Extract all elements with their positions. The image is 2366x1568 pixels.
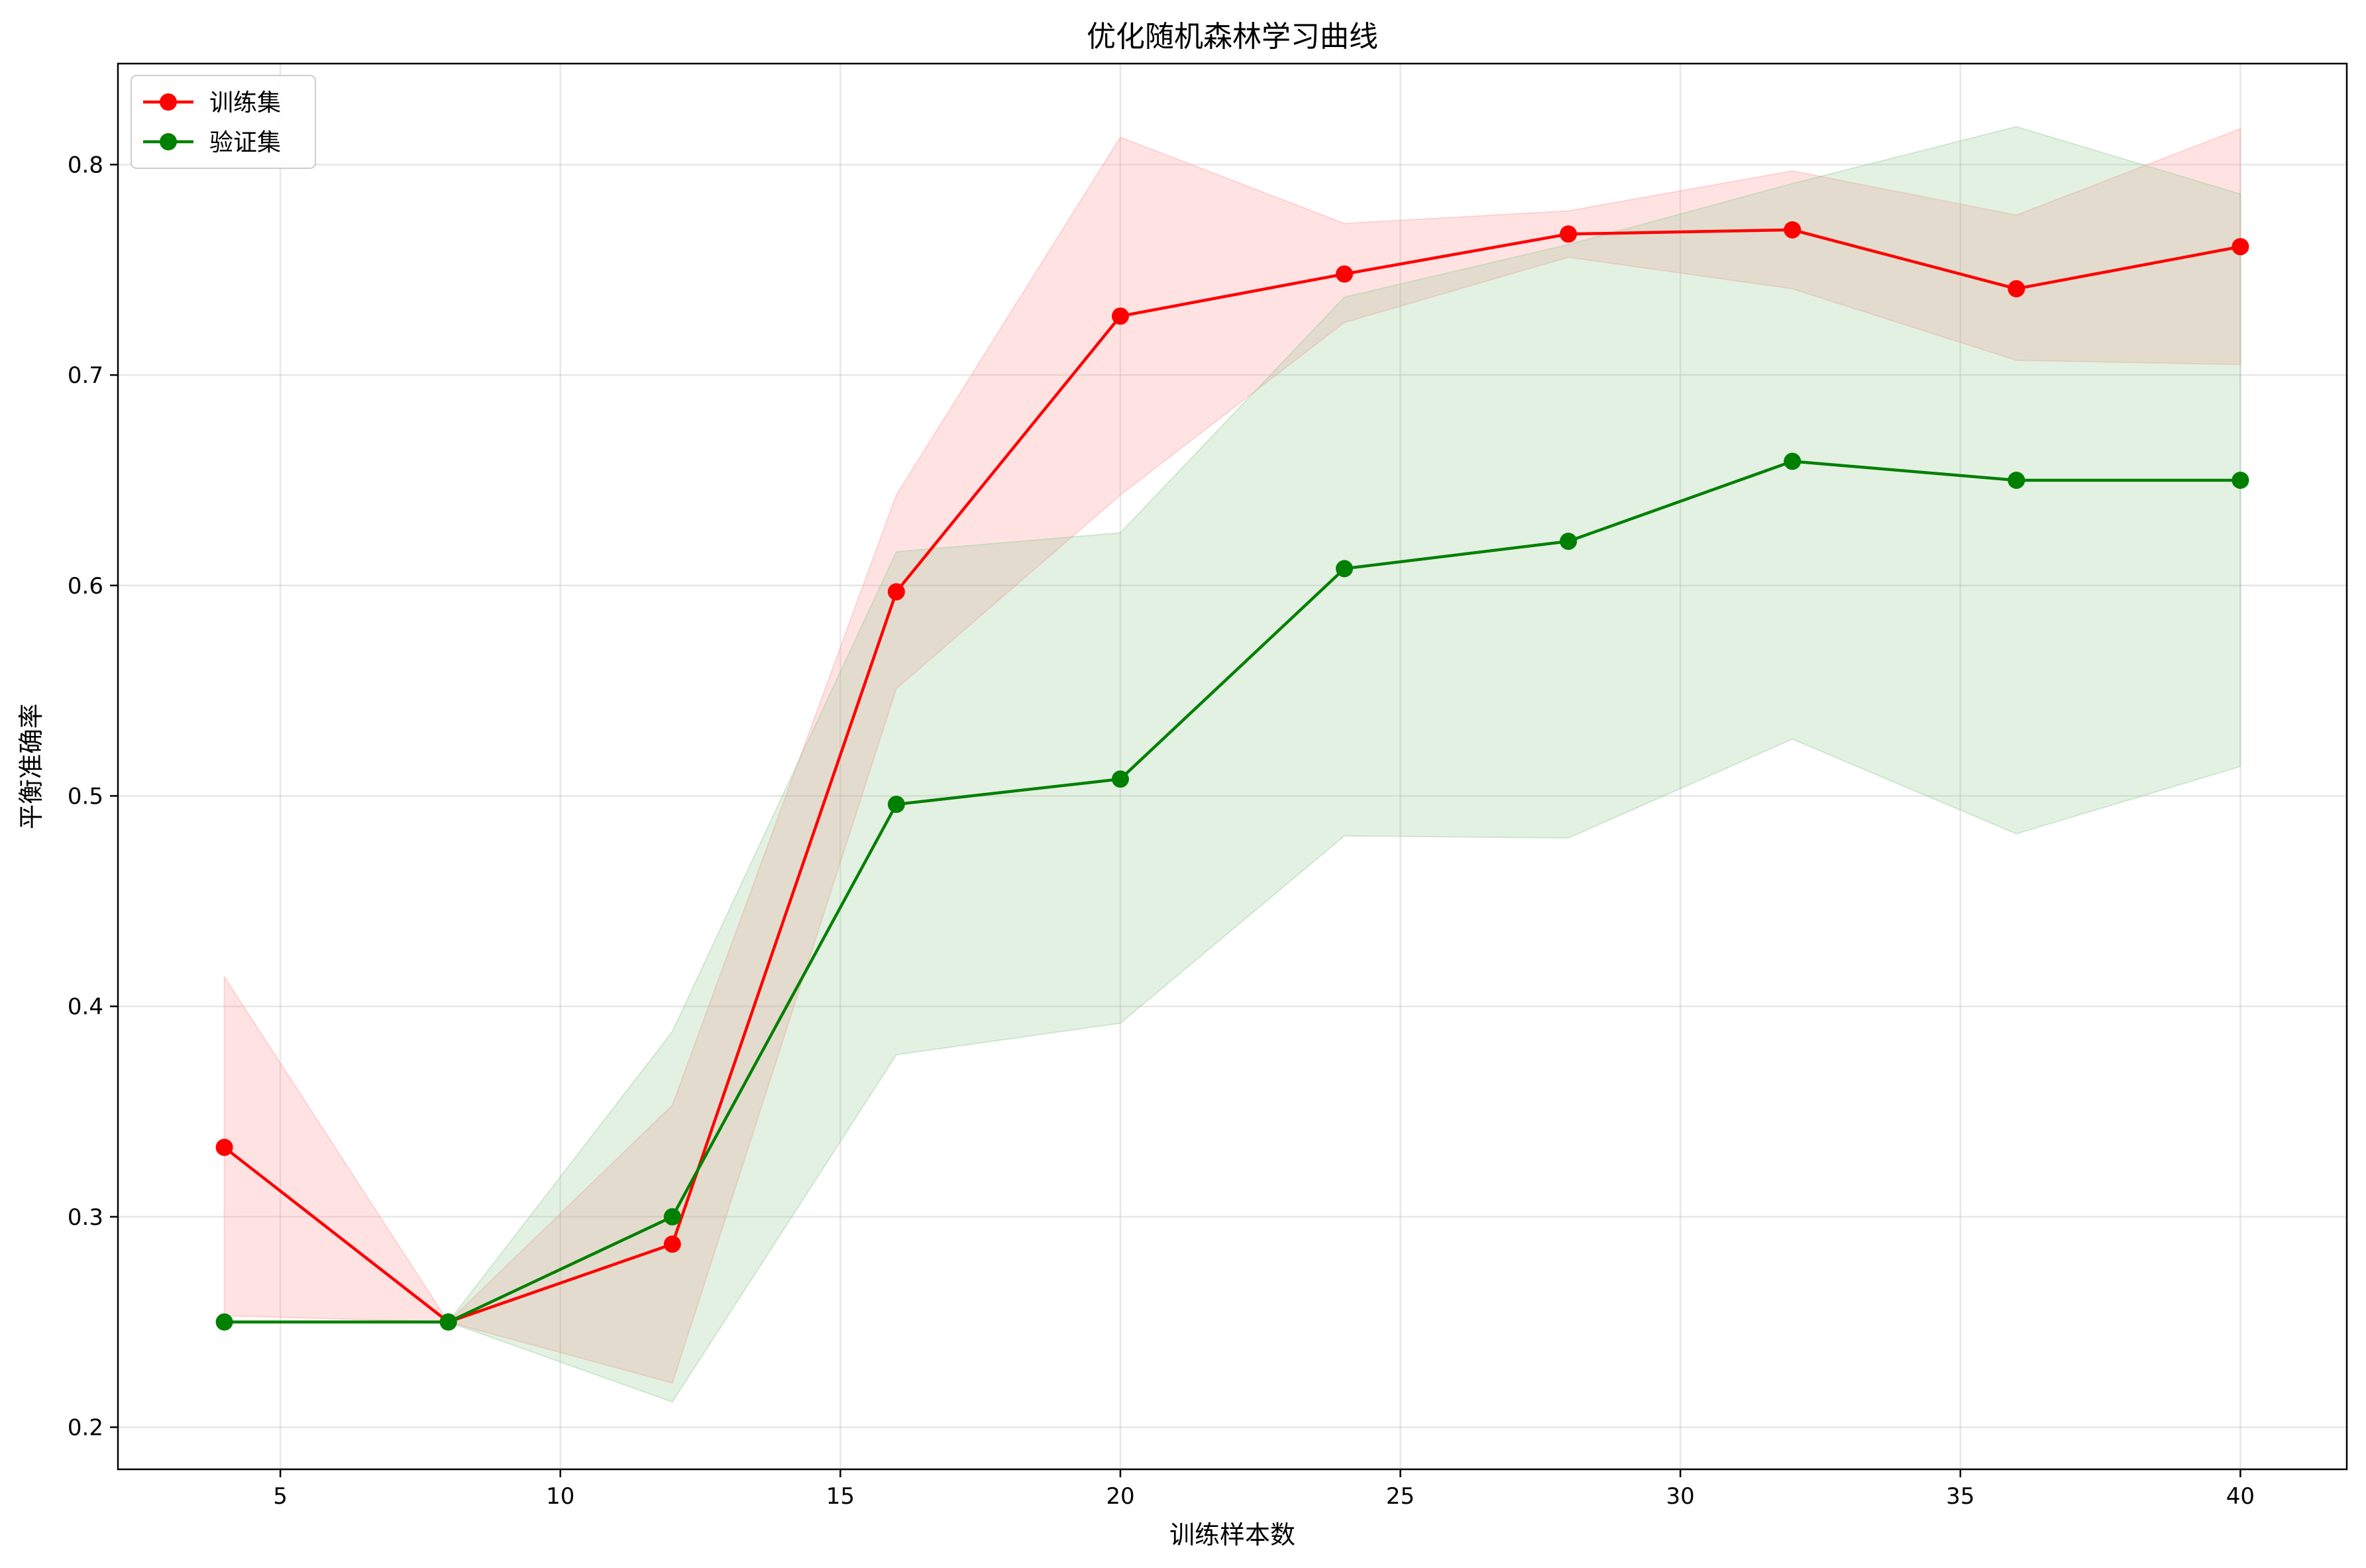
data-point <box>1560 533 1578 550</box>
y-tick-label: 0.7 <box>68 362 103 389</box>
x-tick-label: 40 <box>2226 1483 2255 1510</box>
plot-area-frame <box>117 62 2348 1471</box>
y-axis-ticks: 0.2 0.3 0.4 0.5 0.6 0.7 0.8 <box>68 152 118 1441</box>
data-point <box>1784 221 1801 238</box>
data-point <box>1336 560 1354 578</box>
legend-box <box>131 75 316 169</box>
series-markers <box>215 221 2249 1331</box>
data-point <box>1784 452 1801 470</box>
x-tick-label: 10 <box>546 1483 574 1510</box>
legend-label-2: 验证集 <box>209 129 281 156</box>
x-axis-ticks: 5 10 15 20 25 30 35 40 <box>273 1469 2255 1510</box>
y-tick-label: 0.4 <box>68 994 103 1020</box>
data-point <box>215 1313 233 1331</box>
x-gridlines <box>279 64 2241 1469</box>
legend-marker-2 <box>160 133 177 150</box>
x-tick-label: 35 <box>1946 1483 1974 1510</box>
series-line-2 <box>224 460 2241 1324</box>
data-point <box>663 1235 681 1253</box>
y-tick-label: 0.8 <box>68 152 103 178</box>
data-point <box>1111 307 1129 325</box>
y-tick-label: 0.2 <box>68 1414 103 1441</box>
y-tick-label: 0.5 <box>68 783 103 810</box>
legend-marker-1 <box>160 93 177 111</box>
x-tick-label: 20 <box>1106 1483 1134 1510</box>
series-lines <box>223 228 2241 1324</box>
data-point <box>2232 471 2249 489</box>
x-tick-label: 30 <box>1666 1483 1695 1510</box>
series-line-1 <box>223 228 2241 1324</box>
data-point <box>1560 225 1578 243</box>
data-point <box>439 1313 457 1331</box>
y-axis-title: 平衡准确率 <box>17 704 46 829</box>
data-point <box>2232 238 2249 256</box>
y-gridlines <box>118 164 2347 1428</box>
data-point <box>887 796 905 813</box>
data-point <box>663 1208 681 1226</box>
x-tick-label: 25 <box>1386 1483 1415 1510</box>
y-tick-label: 0.6 <box>68 573 103 600</box>
legend-label-1: 训练集 <box>209 89 281 117</box>
data-point <box>1336 265 1354 283</box>
y-tick-label: 0.3 <box>68 1204 103 1231</box>
data-point <box>887 583 905 601</box>
data-point <box>1111 770 1129 788</box>
x-tick-label: 15 <box>826 1483 855 1510</box>
x-tick-label: 5 <box>273 1483 288 1510</box>
data-point <box>2008 280 2025 297</box>
x-axis-title: 训练样本数 <box>1169 1520 1295 1549</box>
confidence-band-1 <box>223 128 2241 1384</box>
chart-title: 优化随机森林学习曲线 <box>1087 20 1378 54</box>
data-point <box>215 1138 233 1156</box>
data-point <box>2008 471 2025 489</box>
